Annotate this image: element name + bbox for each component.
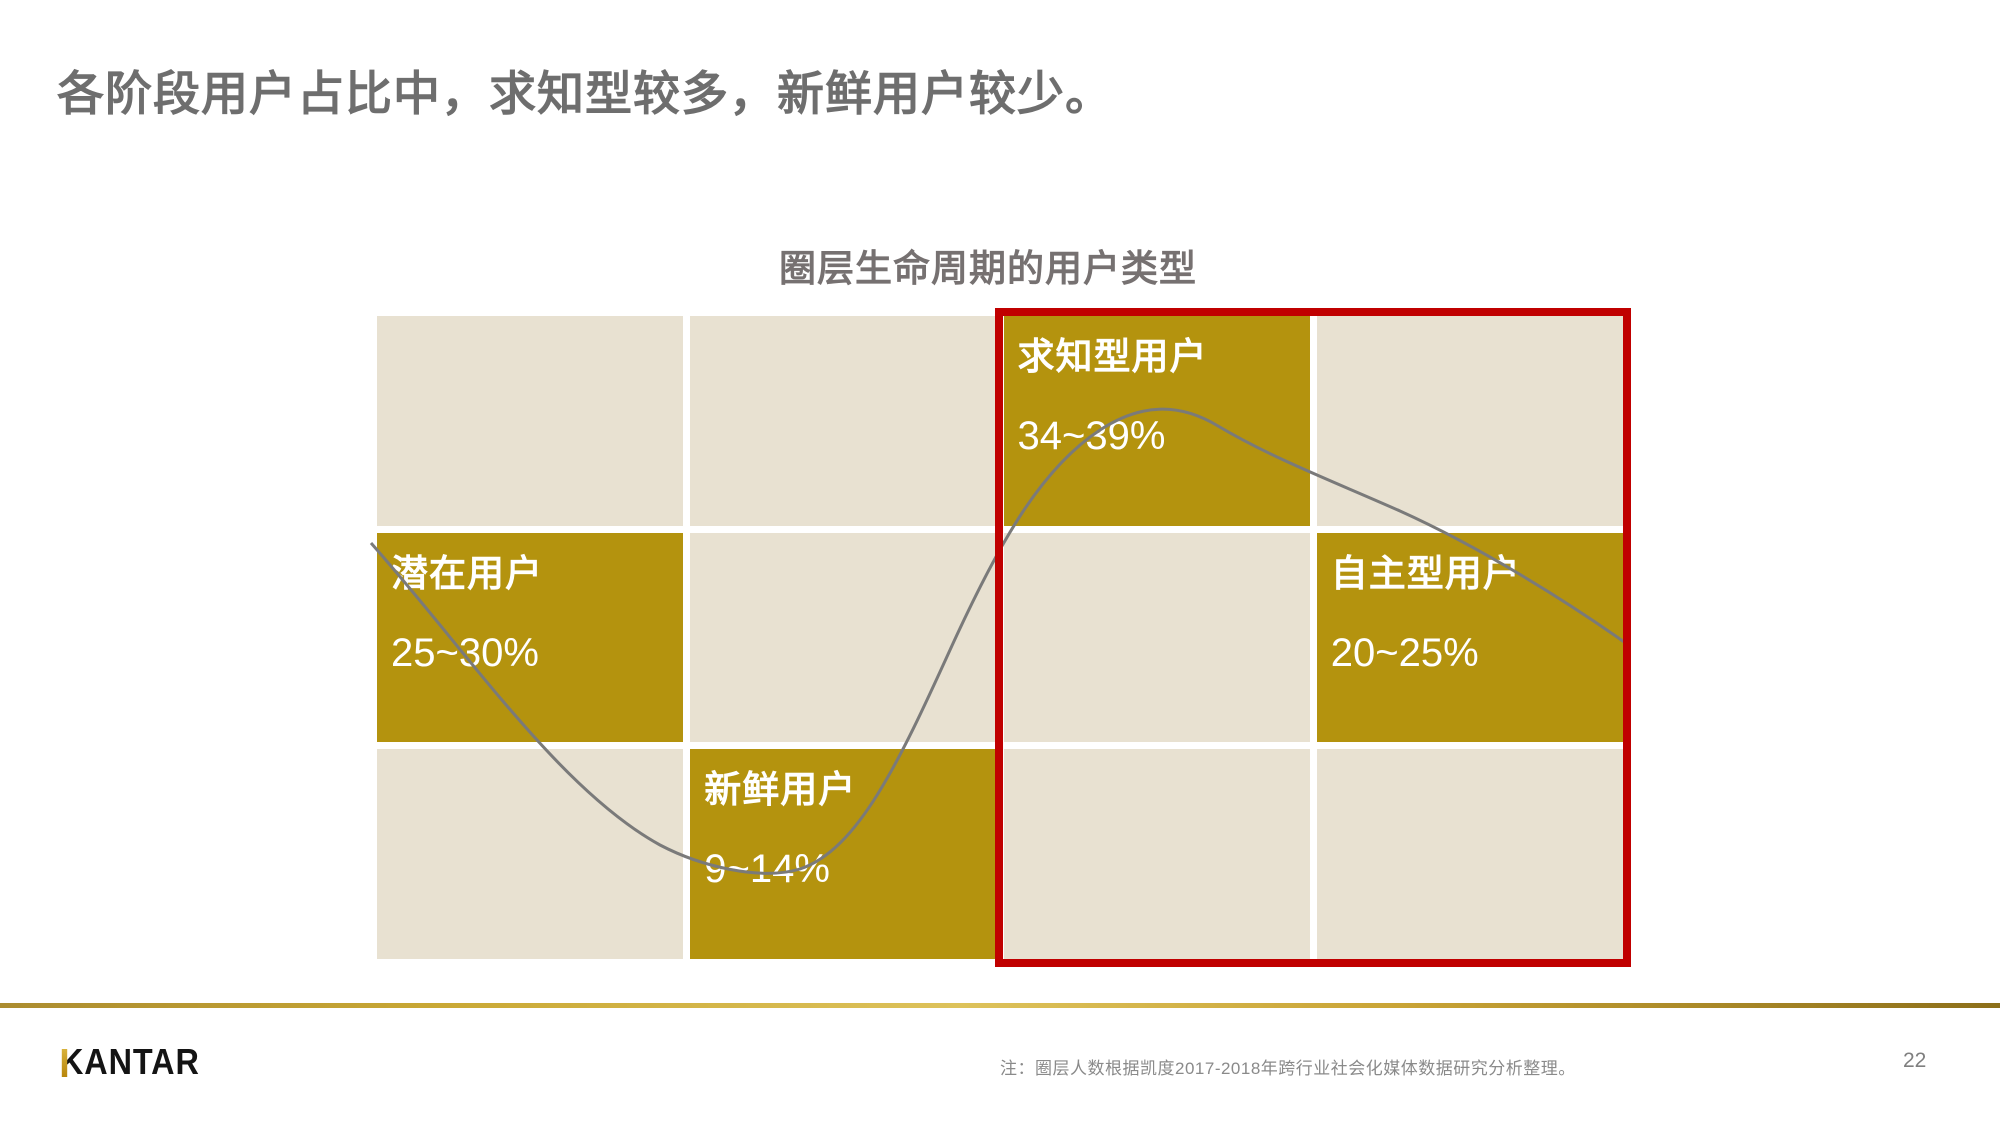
footer-gold-line [0, 1003, 2000, 1008]
chart-title: 圈层生命周期的用户类型 [779, 248, 1197, 289]
grid-cell [690, 532, 997, 743]
grid-cell [377, 316, 684, 526]
kantar-logo: KANTAR [60, 1044, 200, 1080]
page-title: 各阶段用户占比中，求知型较多，新鲜用户较少。 [57, 67, 1113, 120]
logo-text: KANTAR [60, 1041, 200, 1082]
page-number: 22 [1903, 1049, 1927, 1072]
stage-cell-fresh: 新鲜用户 9~14% [690, 749, 997, 959]
stage-label: 求知型用户 [1017, 336, 1208, 377]
grid-cell [377, 749, 684, 959]
grid-cell [690, 316, 997, 526]
footnote: 注：圈层人数根据凯度2017-2018年跨行业社会化媒体数据研究分析整理。 [1000, 1059, 1576, 1078]
logo-gold-stem-icon [61, 1049, 68, 1077]
stage-label: 潜在用户 [391, 552, 543, 594]
highlight-rectangle [995, 308, 1631, 967]
stage-label: 新鲜用户 [704, 769, 857, 811]
stage-value: 9~14% [704, 847, 830, 892]
stage-cell-potential: 潜在用户 25~30% [377, 532, 684, 743]
stage-value: 25~30% [391, 630, 539, 675]
